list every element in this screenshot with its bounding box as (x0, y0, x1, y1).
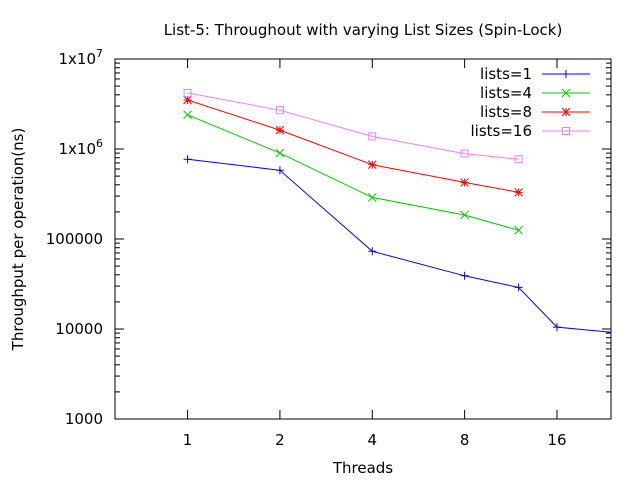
y-tick-label: 1x107 (58, 47, 103, 68)
x-tick-label: 8 (460, 431, 470, 449)
data-point (275, 148, 285, 158)
series-layer (183, 88, 611, 337)
series-line (187, 92, 519, 160)
legend-marker (562, 70, 570, 78)
data-point (460, 210, 469, 220)
x-axis-label: Threads (332, 459, 393, 477)
legend-label: lists=16 (470, 122, 532, 140)
data-point (183, 155, 192, 164)
data-point (275, 106, 284, 115)
y-tick-label: 1x106 (58, 137, 103, 158)
series-line (187, 158, 611, 333)
x-tick-label: 16 (547, 431, 566, 449)
legend-marker (561, 88, 571, 98)
data-point (460, 149, 469, 158)
data-point (183, 95, 192, 105)
data-point (367, 193, 377, 202)
series-4 (183, 88, 523, 164)
data-point (367, 160, 377, 170)
data-point (460, 271, 469, 280)
series-1 (183, 155, 611, 337)
data-point (460, 178, 469, 187)
data-point (514, 225, 524, 235)
series-line (187, 114, 519, 231)
data-point (514, 155, 523, 164)
x-tick-label: 4 (368, 431, 378, 449)
y-tick-label: 100000 (46, 230, 103, 248)
data-point (514, 187, 524, 197)
data-point (514, 283, 523, 292)
x-tick-label: 2 (275, 431, 285, 449)
series-line (187, 99, 519, 193)
y-tick-label: 10000 (55, 320, 103, 338)
data-point (368, 132, 377, 141)
series-2 (183, 110, 524, 235)
legend-marker (562, 127, 570, 135)
data-point (552, 323, 561, 332)
data-point (183, 110, 192, 120)
series-3 (183, 95, 524, 197)
y-tick-label: 1000 (65, 410, 103, 428)
x-tick-label: 1 (183, 431, 193, 449)
axes: 1000 10000 100000 1x106 1x107 1 2 4 8 16 (46, 47, 611, 449)
data-point (183, 88, 192, 97)
legend-label: lists=4 (480, 84, 532, 102)
data-point (368, 247, 377, 256)
y-axis-label: Throughput per operation(ns) (9, 128, 27, 352)
data-point (275, 125, 285, 135)
data-point (275, 166, 284, 175)
legend-label: lists=8 (480, 103, 532, 121)
data-point (607, 328, 611, 337)
legend-label: lists=1 (480, 65, 532, 83)
legend-marker (561, 107, 571, 117)
chart-title: List-5: Throughout with varying List Siz… (164, 21, 563, 39)
